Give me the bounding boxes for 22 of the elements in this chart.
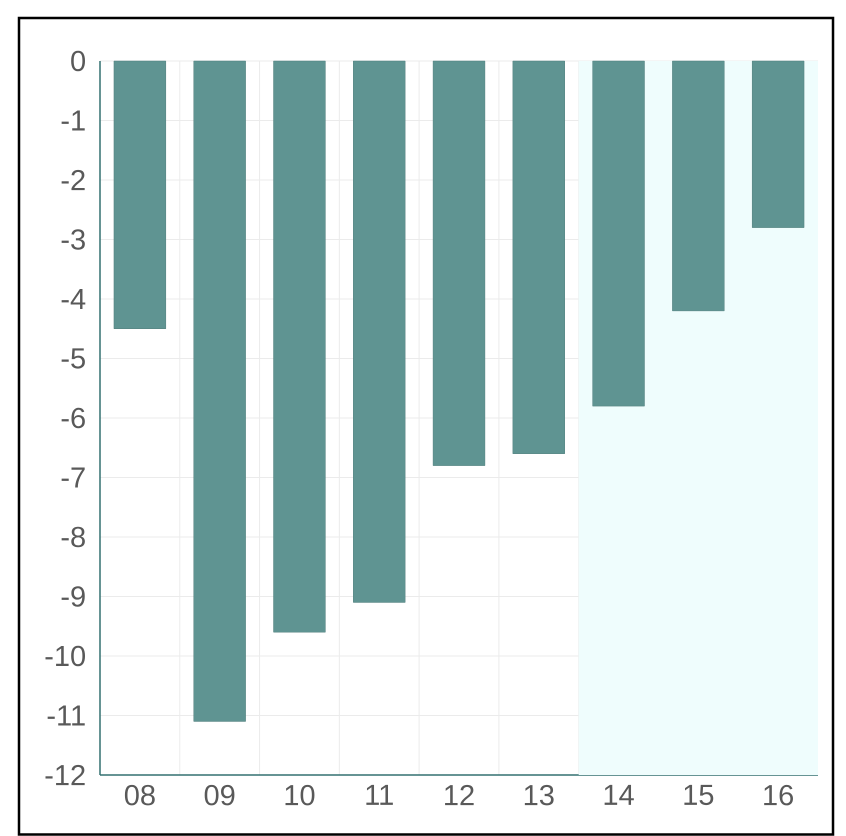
y-tick-label: 0 [71, 50, 86, 72]
x-tick-label: 08 [124, 784, 155, 806]
y-tick-label: -10 [46, 646, 85, 666]
y-tick-label: -9 [62, 586, 85, 607]
x-tick-label: 09 [204, 784, 234, 806]
y-tick-label: -4 [62, 289, 86, 309]
y-tick-label: -12 [46, 764, 85, 786]
y-tick-label: -8 [62, 526, 85, 548]
x-tick-label: 12 [445, 784, 474, 806]
y-tick-label: -2 [62, 170, 85, 190]
y-tick-label: -5 [62, 348, 85, 369]
x-tick-label: 13 [524, 784, 554, 806]
y-tick-label: -3 [62, 229, 85, 250]
y-tick-label: -11 [48, 706, 85, 726]
x-tick-label: 10 [286, 784, 314, 806]
x-tick-label: 15 [684, 784, 714, 806]
x-tick-label: 16 [764, 784, 793, 806]
x-tick-label: 11 [366, 784, 393, 805]
y-tick-label: -7 [62, 468, 85, 488]
x-tick-label: 14 [604, 784, 634, 805]
y-tick-label: -1 [62, 110, 85, 130]
y-tick-label: -6 [62, 408, 85, 428]
